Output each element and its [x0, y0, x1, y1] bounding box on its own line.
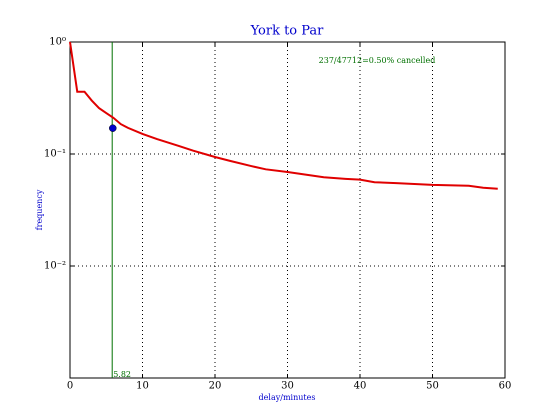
- x-tick-label: 10: [136, 381, 149, 392]
- x-tick-label: 40: [354, 381, 367, 392]
- data-point: [109, 124, 117, 132]
- x-tick-label: 20: [209, 381, 222, 392]
- y-tick-label: 10⁻¹: [44, 149, 66, 160]
- y-tick-label: 10⁰: [49, 37, 66, 48]
- x-tick-label: 60: [499, 381, 512, 392]
- x-tick-label: 0: [67, 381, 73, 392]
- plot-frame: [69, 41, 506, 379]
- reference-label: 5.82: [113, 370, 131, 379]
- y-axis-label: frequency: [35, 189, 44, 230]
- x-axis-label: delay/minutes: [259, 393, 316, 402]
- y-tick-label: 10⁻²: [44, 261, 66, 272]
- x-tick-label: 50: [426, 381, 439, 392]
- data-line: [69, 41, 498, 190]
- chart-title: York to Par: [250, 24, 325, 39]
- x-tick-label: 30: [281, 381, 294, 392]
- annotation: 237/47712=0.50% cancelled: [319, 56, 436, 65]
